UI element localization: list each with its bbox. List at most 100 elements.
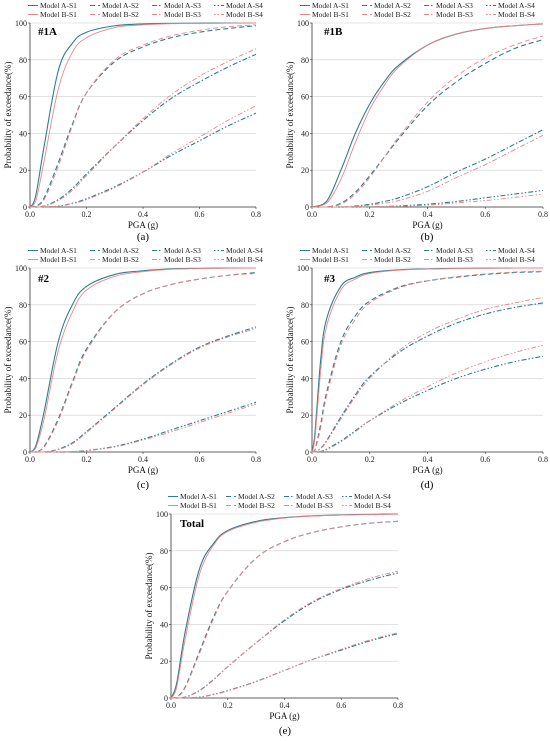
legend-label: Model A-S4 <box>354 492 391 501</box>
legend-label: Model A-S4 <box>226 1 263 10</box>
series-line-model-a-s2 <box>30 272 257 453</box>
series-line-model-b-s4 <box>30 403 257 453</box>
y-tick-label: 60 <box>301 93 309 102</box>
x-tick-label: 0.2 <box>365 210 375 219</box>
series-line-model-b-s3 <box>29 48 257 208</box>
legend-label: Model A-S3 <box>436 246 473 255</box>
legend-label: Model A-S1 <box>40 246 77 255</box>
y-tick-label: 60 <box>19 338 27 347</box>
series-line-model-b-s4 <box>311 193 544 208</box>
legend-label: Model B-S3 <box>164 10 201 19</box>
y-tick-label: 100 <box>297 19 309 28</box>
legend-label: Model A-S2 <box>374 246 411 255</box>
legend-label: Model A-S3 <box>296 492 333 501</box>
legend-label: Model B-S2 <box>374 10 411 19</box>
x-tick-label: 0.6 <box>336 701 346 710</box>
legend-label: Model B-S1 <box>312 10 349 19</box>
legend-label: Model A-S3 <box>164 246 201 255</box>
y-tick-label: 80 <box>301 56 309 65</box>
y-tick-label: 60 <box>301 338 309 347</box>
y-tick-label: 20 <box>160 657 168 666</box>
series-line-model-a-s4 <box>171 633 399 699</box>
legend-label: Model A-S4 <box>226 246 263 255</box>
legend-label: Model B-S2 <box>374 255 411 264</box>
x-tick-label: 0.6 <box>195 210 205 219</box>
y-tick-label: 80 <box>19 56 27 65</box>
chart-panel-4: 0 20 40 60 80 100 0.0 0.2 0.4 0.6 0.8 PGA (g) Probab… <box>285 246 548 491</box>
x-tick-label: 0.4 <box>138 210 148 219</box>
legend-label: Model B-S3 <box>296 501 333 510</box>
legend-label: Model A-S2 <box>102 1 139 10</box>
series-line-model-a-s3 <box>30 326 257 453</box>
x-tick-label: 0.0 <box>166 701 176 710</box>
y-tick-label: 20 <box>19 166 27 175</box>
series-line-model-b-s1 <box>29 267 257 453</box>
legend-label: Model A-S3 <box>164 1 201 10</box>
x-tick-label: 0.4 <box>423 210 433 219</box>
legend: Model A-S1 Model A-S2 Model A-S3 Model A-S4… <box>300 246 535 264</box>
x-tick-label: 0.6 <box>195 455 205 464</box>
legend-label: Model B-S1 <box>312 255 349 264</box>
x-tick-label: 0.2 <box>82 455 92 464</box>
x-tick-label: 0.8 <box>251 210 261 219</box>
chart-panel-1: 0 20 40 60 80 100 0.0 0.2 0.4 0.6 0.8 PGA (g) Probab… <box>3 1 263 243</box>
legend-label: Model A-S1 <box>180 492 217 501</box>
legend-label: Model A-S1 <box>312 246 349 255</box>
legend-label: Model B-S2 <box>102 255 139 264</box>
x-tick-label: 0.2 <box>82 210 92 219</box>
series-line-model-b-s1 <box>311 267 543 453</box>
y-tick-label: 100 <box>15 19 27 28</box>
x-axis-label: PGA (g) <box>128 465 158 475</box>
legend-label: Model A-S2 <box>374 1 411 10</box>
series-line-model-a-s2 <box>311 39 544 208</box>
legend-label: Model A-S2 <box>102 246 139 255</box>
y-tick-label: 60 <box>19 93 27 102</box>
y-tick-label: 80 <box>160 547 168 556</box>
panel-label: #1A <box>38 26 57 38</box>
y-tick-label: 20 <box>301 166 309 175</box>
panel-caption: (b) <box>421 231 434 243</box>
y-tick-label: 0 <box>305 448 309 457</box>
series-line-model-b-s2 <box>29 24 257 208</box>
legend-label: Model B-S4 <box>498 255 535 264</box>
y-tick-label: 80 <box>301 301 309 310</box>
legend-label: Model A-S4 <box>498 246 535 255</box>
x-axis-label: PGA (g) <box>269 711 299 721</box>
y-tick-label: 100 <box>297 264 309 273</box>
legend-label: Model B-S3 <box>164 255 201 264</box>
y-axis-label: Probability of exceedance(%) <box>285 307 295 414</box>
legend-label: Model B-S3 <box>436 10 473 19</box>
legend-label: Model B-S3 <box>436 255 473 264</box>
chart-panel-3: 0 20 40 60 80 100 0.0 0.2 0.4 0.6 0.8 PGA (g) Probab… <box>3 246 263 491</box>
legend-label: Model A-S4 <box>498 1 535 10</box>
x-tick-label: 0.6 <box>480 210 490 219</box>
panel-label: #2 <box>38 273 50 285</box>
y-tick-label: 60 <box>160 584 168 593</box>
legend-label: Model A-S1 <box>312 1 349 10</box>
legend-label: Model B-S1 <box>180 501 217 510</box>
series-line-model-b-s4 <box>171 632 399 699</box>
x-tick-label: 0.2 <box>223 701 233 710</box>
y-tick-label: 0 <box>23 203 27 212</box>
y-axis-label: Probability of exceedance(%) <box>3 307 13 414</box>
legend-label: Model B-S1 <box>40 255 77 264</box>
chart-panel-2: 0 20 40 60 80 100 0.0 0.2 0.4 0.6 0.8 PGA (g) Probab… <box>285 1 548 243</box>
x-tick-label: 0.0 <box>307 210 317 219</box>
chart-panel-5: 0 20 40 60 80 100 0.0 0.2 0.4 0.6 0.8 PGA (g) Probab… <box>144 492 403 737</box>
series-line-model-a-s2 <box>29 25 257 208</box>
legend: Model A-S1 Model A-S2 Model A-S3 Model A-S4… <box>300 1 535 19</box>
y-tick-label: 20 <box>19 411 27 420</box>
x-tick-label: 0.8 <box>538 210 548 219</box>
y-axis-label: Probability of exceedance(%) <box>144 553 154 660</box>
y-tick-label: 100 <box>15 264 27 273</box>
legend-label: Model A-S2 <box>238 492 275 501</box>
x-tick-label: 0.0 <box>307 455 317 464</box>
y-axis-label: Probability of exceedance(%) <box>3 62 13 169</box>
y-tick-label: 40 <box>19 374 27 383</box>
panel-label: Total <box>180 518 204 530</box>
series-line-model-b-s3 <box>311 134 544 208</box>
series-line-model-b-s2 <box>311 35 544 208</box>
y-tick-label: 80 <box>19 301 27 310</box>
series-line-model-a-s1 <box>29 267 256 453</box>
